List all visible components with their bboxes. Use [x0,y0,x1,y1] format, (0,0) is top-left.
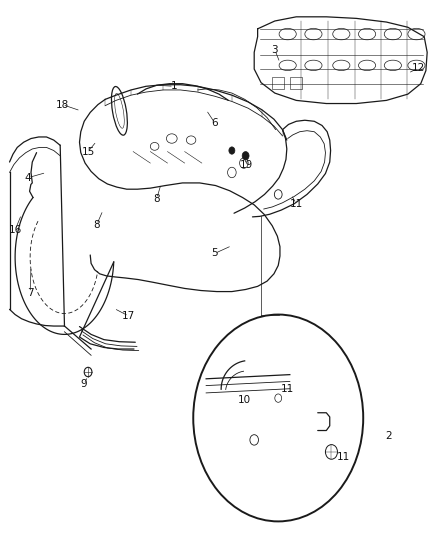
Circle shape [242,151,249,160]
Ellipse shape [150,142,159,150]
Ellipse shape [279,28,296,40]
Text: 12: 12 [412,63,425,73]
FancyBboxPatch shape [272,77,284,89]
Text: 18: 18 [56,100,69,110]
Ellipse shape [166,134,177,143]
Text: 15: 15 [81,147,95,157]
Circle shape [229,147,235,154]
Ellipse shape [305,28,322,40]
Ellipse shape [358,28,376,40]
Text: 5: 5 [212,248,218,259]
Circle shape [250,435,258,445]
Text: 10: 10 [238,395,251,405]
Text: 16: 16 [8,225,22,235]
Ellipse shape [333,60,350,71]
Text: 11: 11 [290,199,303,209]
FancyBboxPatch shape [290,77,302,89]
Text: 8: 8 [93,220,100,230]
Text: 7: 7 [27,288,33,297]
Text: 9: 9 [81,379,87,389]
Circle shape [275,394,282,402]
Ellipse shape [187,136,196,144]
Text: 17: 17 [122,311,135,321]
Ellipse shape [408,60,425,71]
Circle shape [193,314,363,521]
Ellipse shape [408,28,425,40]
Text: 4: 4 [25,173,31,183]
Text: 6: 6 [212,118,218,128]
Text: 11: 11 [281,384,294,394]
Circle shape [325,445,337,459]
Ellipse shape [112,86,127,135]
Text: 8: 8 [153,193,160,204]
Ellipse shape [305,60,322,71]
Ellipse shape [384,28,401,40]
Ellipse shape [279,60,296,71]
Text: 2: 2 [385,431,392,441]
Text: 19: 19 [240,160,254,169]
Text: 1: 1 [171,82,177,91]
Text: 11: 11 [337,452,350,462]
Ellipse shape [358,60,376,71]
Text: 3: 3 [272,45,278,55]
Ellipse shape [333,28,350,40]
Ellipse shape [384,60,401,71]
